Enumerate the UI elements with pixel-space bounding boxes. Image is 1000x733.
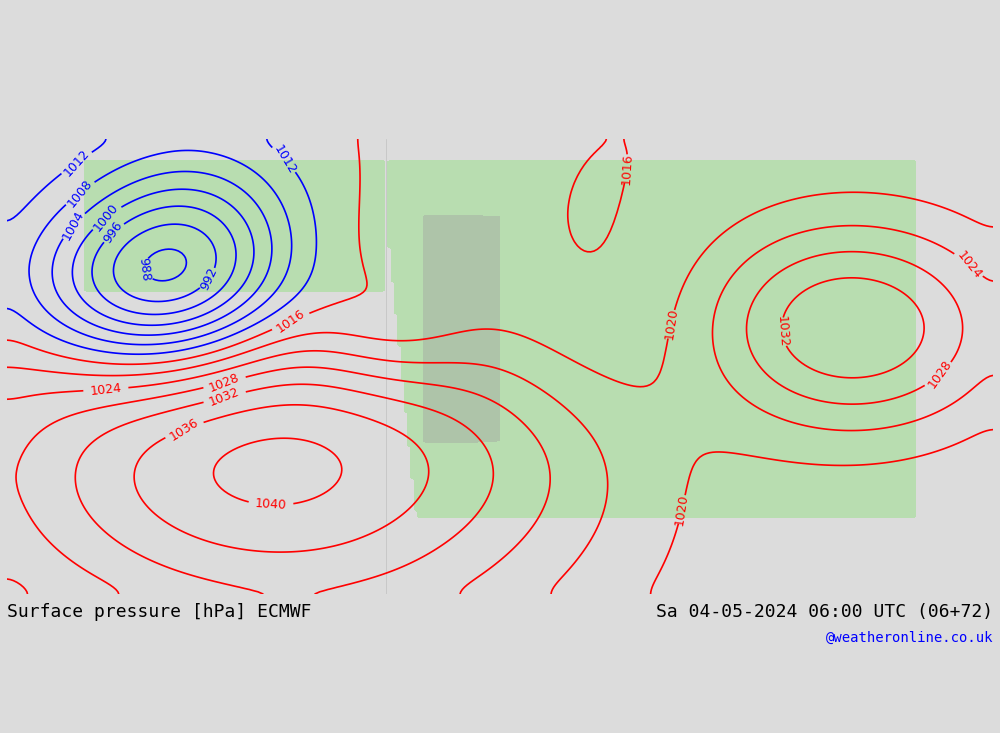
Text: 1036: 1036 [167,416,201,443]
Text: 1016: 1016 [619,152,634,185]
Text: 1032: 1032 [774,316,790,348]
Text: 1024: 1024 [954,248,984,281]
Text: 1020: 1020 [662,308,680,341]
Text: 1024: 1024 [89,381,122,397]
Text: 1016: 1016 [274,307,307,336]
Text: 1032: 1032 [208,386,242,409]
Text: 988: 988 [137,257,152,282]
Text: 996: 996 [101,219,125,246]
Text: Sa 04-05-2024 06:00 UTC (06+72): Sa 04-05-2024 06:00 UTC (06+72) [656,603,993,621]
Text: 1004: 1004 [60,209,86,243]
Text: 1000: 1000 [91,202,121,235]
Text: 992: 992 [198,265,220,292]
Text: 1012: 1012 [61,147,92,179]
Text: @weatheronline.co.uk: @weatheronline.co.uk [826,630,993,644]
Text: 1020: 1020 [673,493,691,526]
Text: Surface pressure [hPa] ECMWF: Surface pressure [hPa] ECMWF [7,603,311,621]
Text: 1040: 1040 [255,498,287,512]
Text: 1028: 1028 [207,371,242,394]
Text: 1028: 1028 [925,358,954,391]
Text: 1008: 1008 [64,177,95,210]
Text: 1012: 1012 [271,143,298,177]
